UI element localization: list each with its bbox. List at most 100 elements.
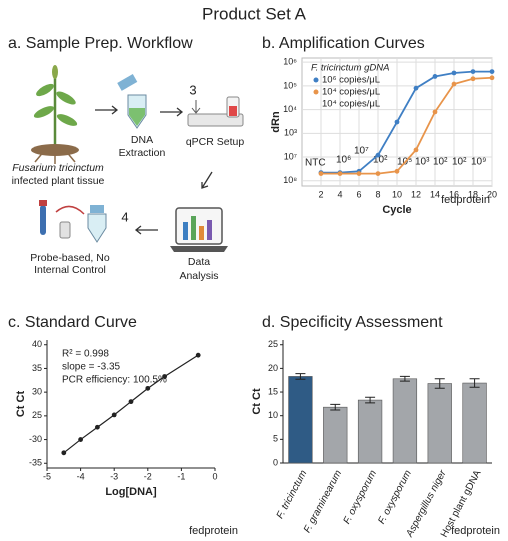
laptop-icon [170,207,228,252]
bar [392,378,418,464]
data-point [375,171,381,177]
data-point [318,171,324,177]
y-tick-label: 25 [32,410,42,420]
y-tick-label: 30 [32,387,42,397]
x-tick-label: -2 [144,471,152,481]
error-bar [399,375,410,382]
series-line [321,70,492,174]
x-tick-label: -1 [177,471,185,481]
step-number: 4 [121,209,128,224]
tube-icon [117,74,147,129]
arrow [201,171,213,189]
step-label: qPCR Setup [186,136,245,148]
step-number: 3 [189,82,196,97]
step-label: Extraction [119,147,166,159]
data-point [337,171,343,177]
data-point [413,147,419,153]
x-tick-label: 16 [449,189,459,199]
y-tick-label: 10³ [284,128,297,138]
watermark: fedprotein [451,525,500,537]
error-bar [330,403,341,411]
y-axis-label: Ct Ct [15,391,27,418]
legend-label: 10⁴ copies/μL [322,99,380,110]
y-tick-label: 0 [273,457,278,467]
figure-title: Product Set A [202,4,307,23]
data-point [61,450,67,456]
step-label: DNA [131,134,153,146]
annotation: 10⁷ [354,146,369,157]
y-tick-label: 10⁸ [283,175,297,185]
y-tick-label: 25 [268,339,278,349]
legend-marker [313,77,319,83]
data-point [356,171,362,177]
x-tick-label: -3 [110,471,118,481]
data-point [394,119,400,125]
annotation: slope = -3.35 [62,362,121,373]
y-tick-label: 40 [32,339,42,349]
legend-label: 10⁴ copies/μL [322,87,380,98]
plant-icon [31,65,79,164]
error-bar [434,378,445,389]
sample-label: infected plant tissue [12,175,105,187]
step-label: Internal Control [34,264,106,276]
panel-title: d. Specificity Assessment [262,314,443,331]
data-point [489,69,495,75]
x-tick-label: 12 [411,189,421,199]
bar [288,376,313,464]
arrow [134,225,158,235]
arrow [95,105,119,115]
data-point [489,75,495,81]
annotation: R² = 0.998 [62,349,109,360]
annotation: 10⁹ [471,157,486,168]
data-point [78,437,83,442]
watermark: fedprotein [189,525,238,537]
data-point [451,70,457,76]
data-point [451,81,457,87]
annotation: 10³ [415,157,430,168]
annotation: NTC [305,158,326,169]
arrow [160,107,184,117]
annotation: 10² [373,155,388,166]
y-tick-label: 15 [268,386,278,396]
data-point [413,85,419,91]
y-tick-label: 10⁷ [284,151,297,161]
panel-title: b. Amplification Curves [262,35,425,52]
y-axis-label: dRn [270,111,282,133]
watermark: fedprotein [441,194,490,206]
y-tick-label: 20 [268,363,278,373]
x-tick-label: 10 [392,189,402,199]
y-tick-label: 10 [268,410,278,420]
sample-label: Fusarium tricinctum [12,162,104,174]
y-tick-label: 10⁵ [283,80,297,90]
step-label: Analysis [179,270,218,282]
x-tick-label: 4 [337,189,342,199]
x-tick-label: -5 [43,471,51,481]
annotation: 10⁶ [336,155,351,166]
probe-icon [39,200,107,243]
data-point [432,74,438,79]
panel-title: c. Standard Curve [8,314,137,331]
annotation: 10² [452,157,467,168]
x-tick-label: 18 [468,189,478,199]
data-point [195,352,201,358]
bar [427,383,452,464]
bar [462,382,487,464]
x-tick-label: 6 [356,189,361,199]
y-tick-label: 10⁴ [283,104,297,114]
x-axis-label: Cycle [382,204,411,216]
y-tick-label: 5 [273,434,278,444]
series-line [321,76,493,175]
data-point [111,412,117,418]
legend-marker [313,89,319,95]
data-point [432,109,438,115]
error-bar [365,396,376,404]
bar [357,399,383,464]
y-tick-label: 35 [32,363,42,373]
step-label: Data [188,256,210,268]
data-point [95,424,100,430]
y-tick-label: 10⁶ [283,57,297,67]
annotation: PCR efficiency: 100.5% [62,375,167,386]
x-tick-label: -4 [77,471,85,481]
y-axis-label: Ct Ct [251,388,263,415]
